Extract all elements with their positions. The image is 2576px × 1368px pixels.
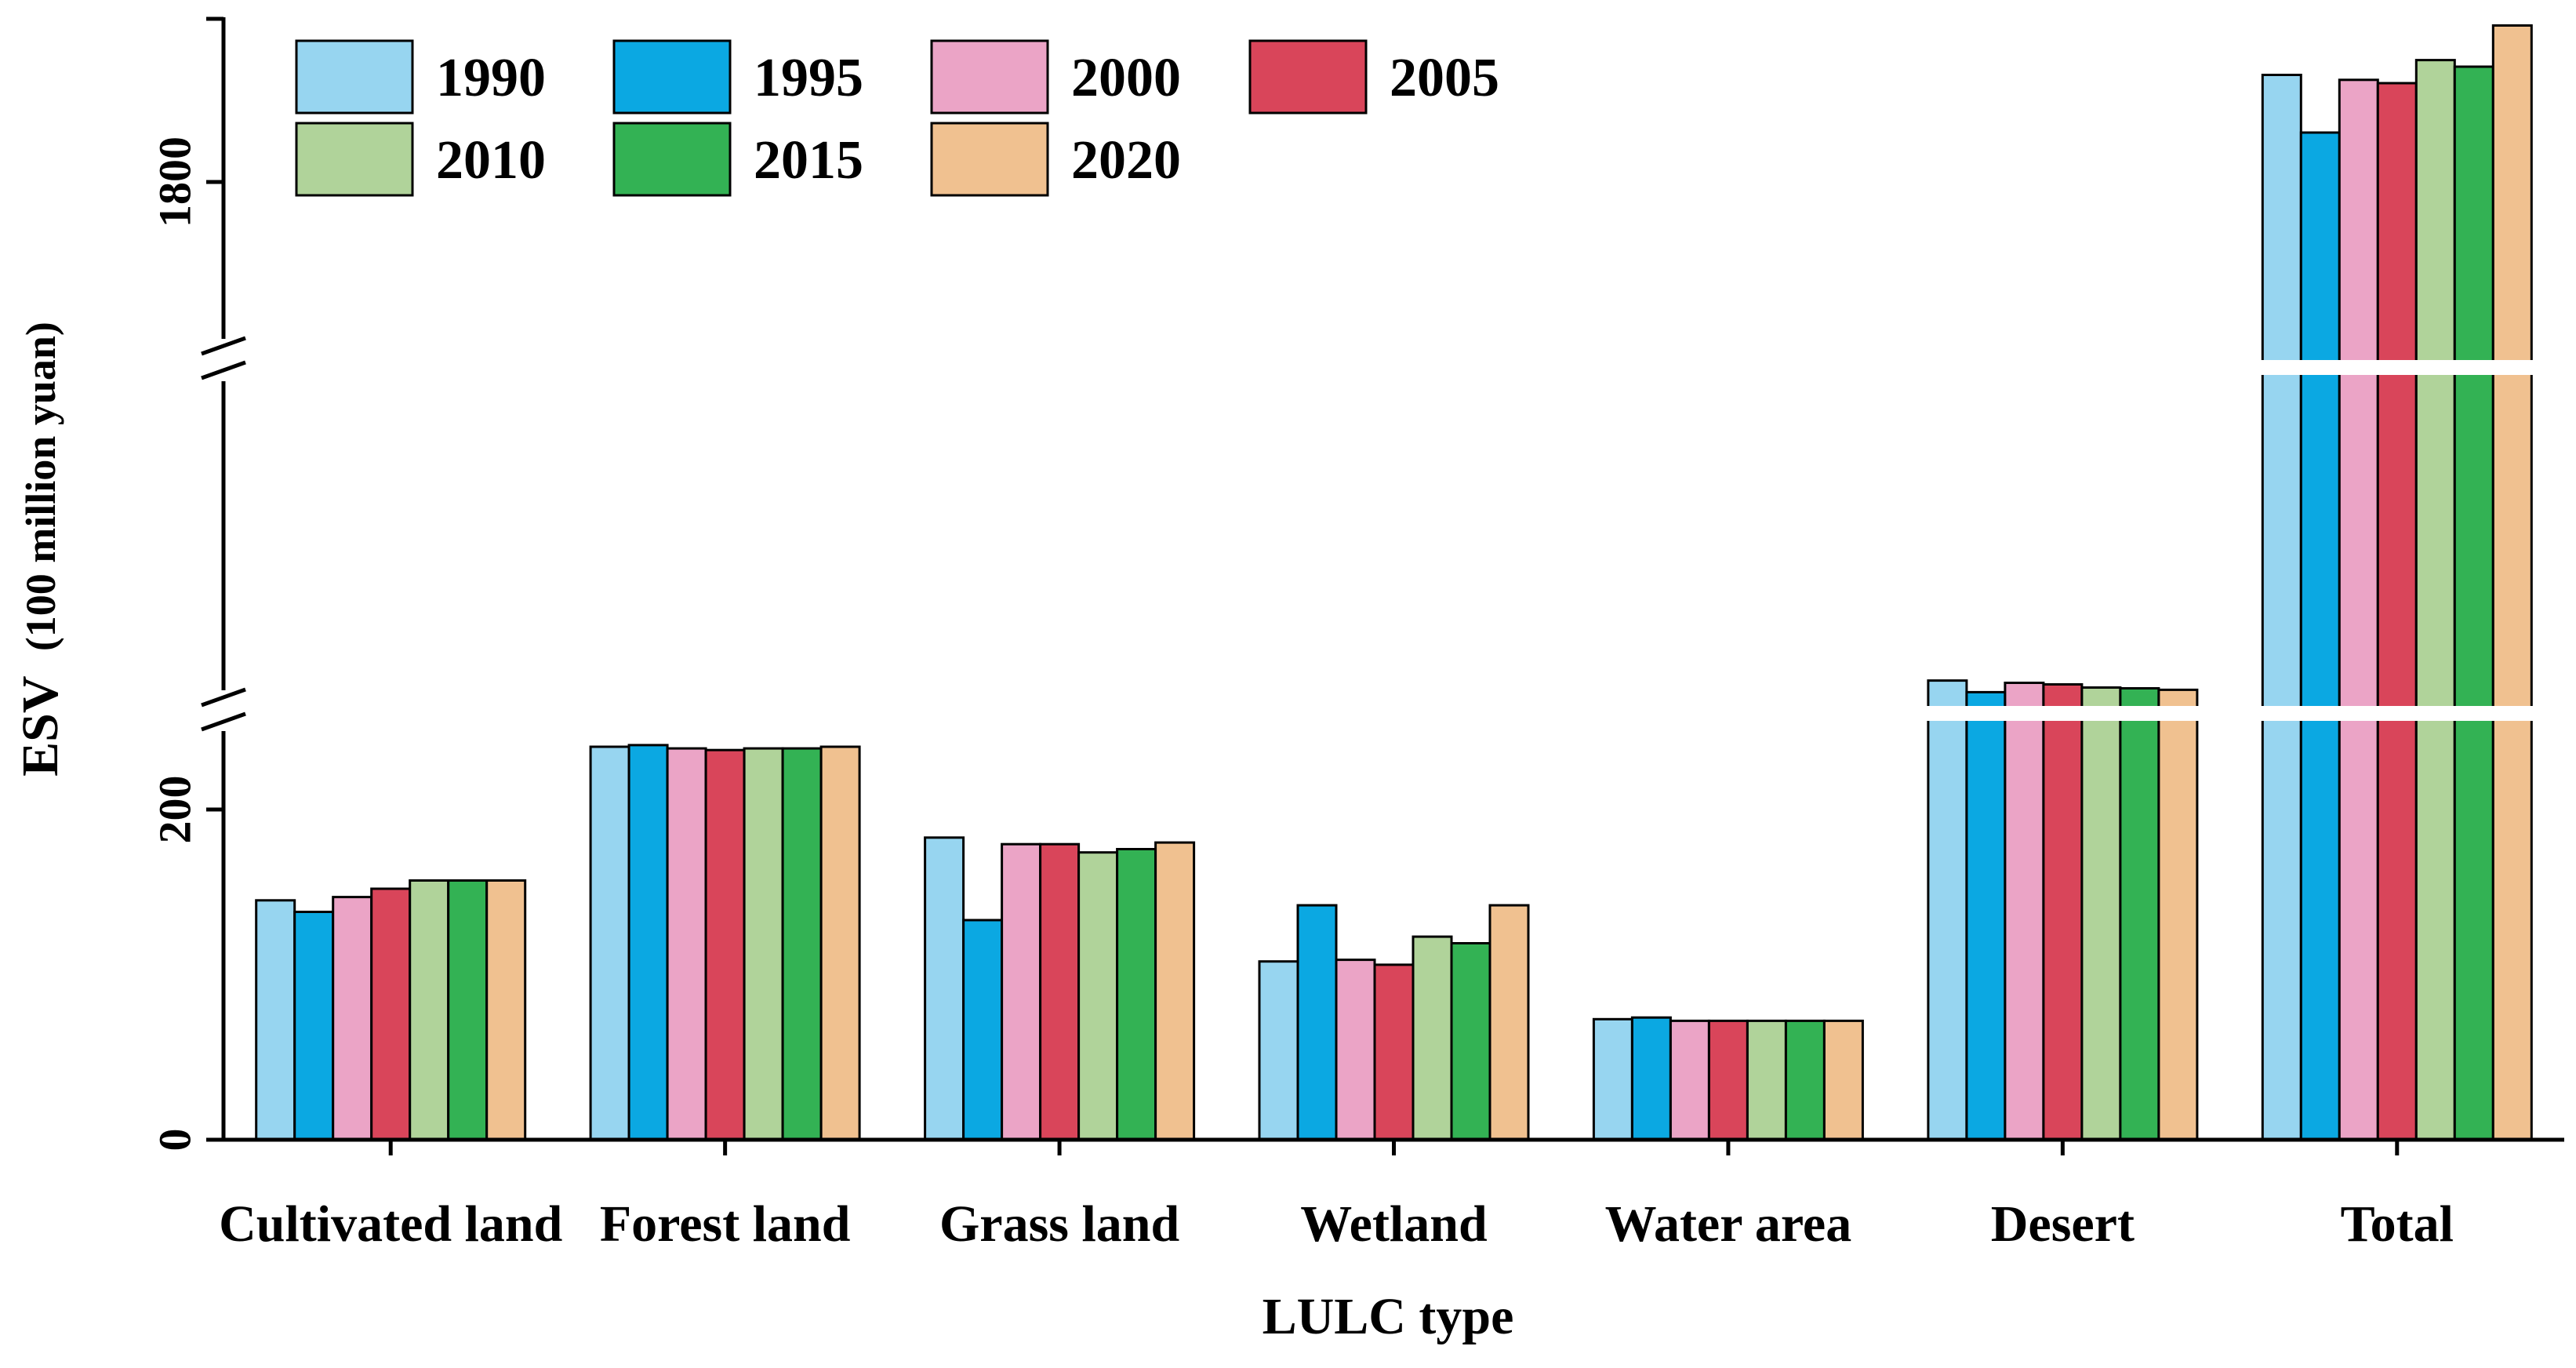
bar-1990-grass-land <box>924 836 965 1141</box>
bar-2020-desert <box>2157 688 2199 1141</box>
bar-2005-forest-land <box>704 748 746 1141</box>
bar-2000-desert <box>2004 682 2045 1141</box>
bar-2005-wetland <box>1373 963 1415 1141</box>
bar-2015-total <box>2453 65 2494 1141</box>
bar-2005-cultivated-land <box>370 887 412 1141</box>
bar-1995-water-area <box>1630 1016 1672 1141</box>
legend: 1990 1995 2000 2005 2010 2015 2020 <box>295 39 1499 197</box>
legend-label-2010: 2010 <box>436 130 546 191</box>
bar-1995-desert <box>1965 690 2007 1141</box>
legend-label-2000: 2000 <box>1071 48 1181 108</box>
bar-2015-water-area <box>1784 1019 1826 1141</box>
bar-1995-total <box>2299 131 2341 1141</box>
legend-swatch-2000 <box>930 39 1049 115</box>
x-tick-label-grass-land: Grass land <box>939 1195 1179 1253</box>
legend-swatch-1990 <box>295 39 414 115</box>
legend-label-2005: 2005 <box>1390 48 1499 108</box>
bar-2010-cultivated-land <box>409 879 450 1141</box>
bar-2015-forest-land <box>781 747 823 1141</box>
bar-2020-water-area <box>1822 1019 1864 1141</box>
y-tick-label-1800: 1800 <box>149 136 200 227</box>
legend-label-1995: 1995 <box>754 48 863 108</box>
bar-1990-forest-land <box>589 745 630 1141</box>
bar-2000-grass-land <box>1001 842 1042 1141</box>
bar-2010-wetland <box>1412 935 1453 1141</box>
y-axis-break-mark-1-1 <box>201 336 246 356</box>
bar-2015-grass-land <box>1116 848 1157 1141</box>
legend-label-1990: 1990 <box>436 48 546 108</box>
legend-swatch-1995 <box>612 39 732 115</box>
bar-1995-grass-land <box>962 919 1004 1141</box>
bar-2020-total <box>2491 24 2533 1141</box>
bar-1995-wetland <box>1296 904 1338 1141</box>
bar-2000-total <box>2338 78 2379 1141</box>
y-axis-break-mark-2-2 <box>201 711 246 732</box>
y-axis-title-main: ESV <box>12 676 69 777</box>
bar-2020-grass-land <box>1154 841 1196 1141</box>
bar-2015-cultivated-land <box>447 879 489 1141</box>
x-tick-label-desert: Desert <box>1991 1195 2135 1253</box>
break-band-2 <box>1913 706 2533 721</box>
bar-2015-desert <box>2119 687 2160 1141</box>
y-tick-label-0: 0 <box>149 1129 200 1152</box>
bar-2020-forest-land <box>819 745 861 1141</box>
bar-1995-cultivated-land <box>293 911 335 1141</box>
bar-2020-cultivated-land <box>485 879 527 1141</box>
bar-2000-cultivated-land <box>332 896 373 1141</box>
y-axis-title: ESV (100 million yuan) <box>12 322 69 777</box>
bar-1995-forest-land <box>627 744 669 1141</box>
break-band-1 <box>1913 360 2533 375</box>
bar-1990-total <box>2261 74 2302 1141</box>
legend-swatch-2020 <box>930 122 1049 197</box>
y-tick-label-200: 200 <box>149 776 200 844</box>
bar-2000-water-area <box>1669 1019 1710 1141</box>
bar-1990-desert <box>1927 679 1968 1141</box>
bar-2005-total <box>2376 82 2418 1141</box>
axis-breaks <box>1913 360 2533 721</box>
bar-2005-water-area <box>1707 1019 1749 1141</box>
legend-swatch-2010 <box>295 122 414 197</box>
x-axis-title: LULC type <box>1263 1288 1514 1345</box>
bar-2000-wetland <box>1335 959 1376 1141</box>
bar-2010-total <box>2414 59 2456 1141</box>
bar-2010-grass-land <box>1077 851 1119 1141</box>
bar-1990-wetland <box>1258 960 1299 1141</box>
bar-2005-grass-land <box>1039 842 1081 1141</box>
bar-2010-water-area <box>1746 1019 1787 1141</box>
x-tick-label-water-area: Water area <box>1605 1195 1852 1253</box>
bar-2015-wetland <box>1450 942 1491 1141</box>
bar-2010-forest-land <box>743 747 784 1141</box>
bar-2000-forest-land <box>666 747 707 1141</box>
bar-1990-water-area <box>1592 1017 1633 1141</box>
bar-2020-wetland <box>1488 904 1530 1141</box>
bar-2010-desert <box>2080 686 2122 1141</box>
y-axis-title-unit: (100 million yuan) <box>17 322 64 651</box>
x-tick-label-wetland: Wetland <box>1300 1195 1487 1253</box>
axes: 0 200 1800 Cultivated land Forest land Grass … <box>149 16 2564 1253</box>
legend-swatch-2015 <box>612 122 732 197</box>
bar-2005-desert <box>2042 683 2084 1141</box>
y-axis-break-mark-1-2 <box>201 360 246 380</box>
y-axis-break-mark-2-1 <box>201 687 246 708</box>
legend-label-2015: 2015 <box>754 130 863 191</box>
bar-1990-cultivated-land <box>255 899 296 1141</box>
legend-swatch-2005 <box>1248 39 1368 115</box>
bars-layer <box>255 24 2533 1141</box>
x-tick-label-total: Total <box>2341 1195 2454 1253</box>
x-tick-label-forest-land: Forest land <box>600 1195 851 1253</box>
legend-label-2020: 2020 <box>1071 130 1181 191</box>
x-tick-label-cultivated-land: Cultivated land <box>219 1195 562 1253</box>
